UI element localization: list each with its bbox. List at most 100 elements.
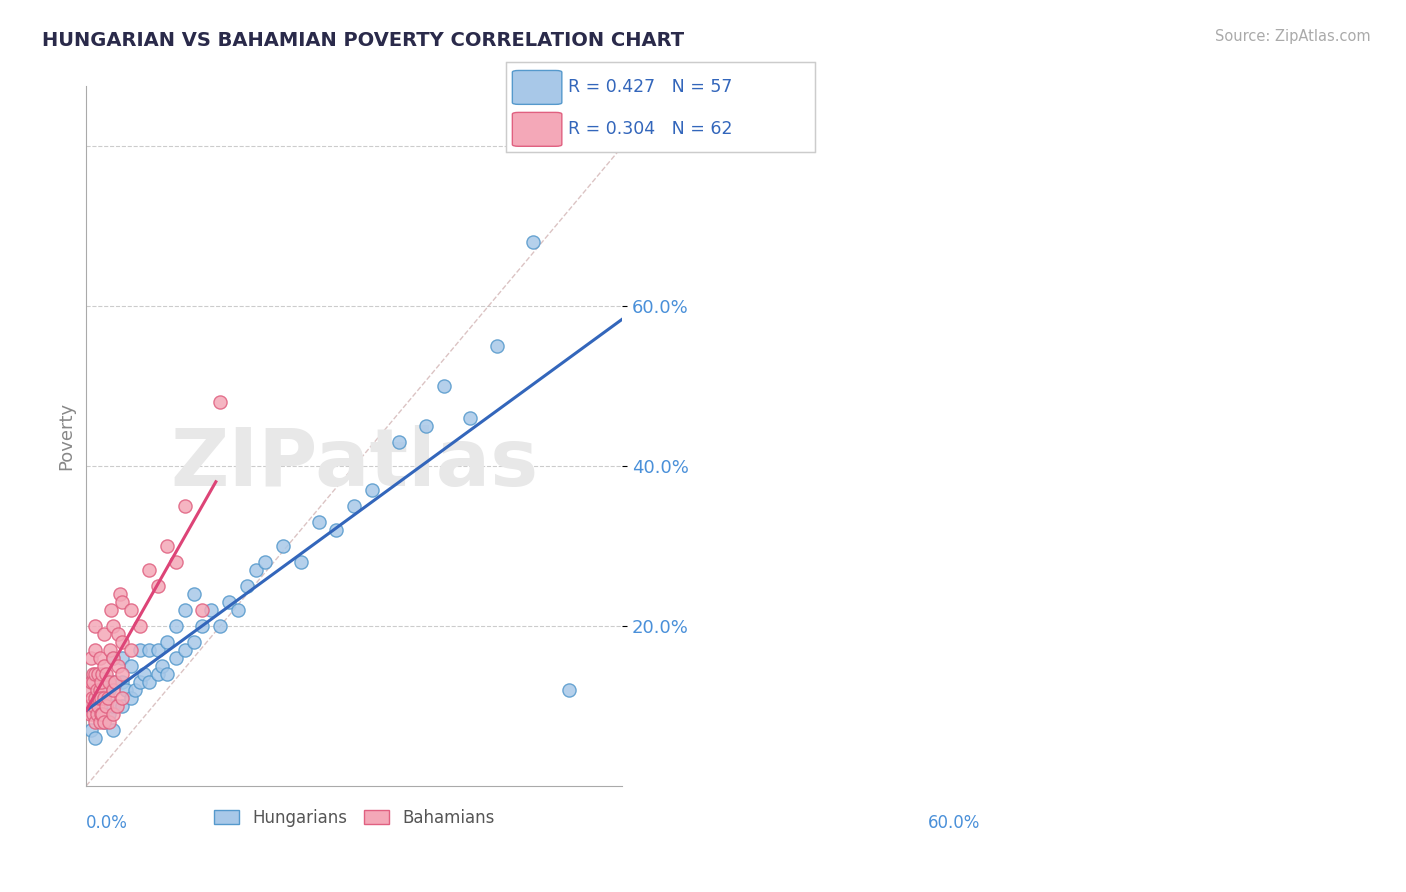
Point <box>94 666 117 681</box>
Point <box>271 539 294 553</box>
Point <box>91 706 114 721</box>
Point <box>236 579 259 593</box>
Y-axis label: Poverty: Poverty <box>58 402 75 470</box>
Point <box>93 659 115 673</box>
Point <box>146 579 169 593</box>
Point <box>80 674 103 689</box>
Point <box>200 603 222 617</box>
Point <box>90 674 112 689</box>
Legend: Hungarians, Bahamians: Hungarians, Bahamians <box>207 802 502 833</box>
Point <box>522 235 544 250</box>
Point <box>101 651 124 665</box>
Point <box>101 682 124 697</box>
Point <box>191 603 214 617</box>
Point <box>111 651 134 665</box>
Point <box>173 499 195 513</box>
Point <box>93 627 115 641</box>
Point <box>80 723 103 737</box>
Point <box>146 666 169 681</box>
Text: Source: ZipAtlas.com: Source: ZipAtlas.com <box>1215 29 1371 44</box>
Point <box>84 666 107 681</box>
Point <box>165 555 187 569</box>
Point <box>91 666 114 681</box>
Point <box>89 706 111 721</box>
Point <box>101 706 124 721</box>
Point <box>84 619 107 633</box>
Point <box>77 698 100 713</box>
Point <box>93 674 115 689</box>
Point <box>97 682 120 697</box>
Point <box>325 523 347 537</box>
Point <box>111 635 134 649</box>
Point <box>89 651 111 665</box>
Text: ZIPatlas: ZIPatlas <box>170 425 538 503</box>
Point <box>191 619 214 633</box>
Point <box>486 339 509 353</box>
Point <box>138 674 160 689</box>
Point <box>83 698 105 713</box>
Point <box>209 619 232 633</box>
Point <box>433 379 456 393</box>
Point <box>129 643 152 657</box>
Point <box>111 674 134 689</box>
Point <box>183 587 205 601</box>
Point <box>138 643 160 657</box>
Point <box>97 706 120 721</box>
Point <box>101 619 124 633</box>
Point <box>82 706 104 721</box>
Point <box>104 674 127 689</box>
Text: R = 0.304   N = 62: R = 0.304 N = 62 <box>568 120 733 138</box>
Point <box>138 563 160 577</box>
Point <box>146 643 169 657</box>
Point <box>156 666 179 681</box>
Point <box>87 690 110 705</box>
Point <box>150 659 173 673</box>
Point <box>107 659 129 673</box>
Point <box>290 555 312 569</box>
Point <box>226 603 249 617</box>
Point <box>120 603 142 617</box>
Point <box>129 674 152 689</box>
Point <box>87 666 110 681</box>
Point <box>101 698 124 713</box>
Point <box>89 714 111 729</box>
Point <box>90 690 112 705</box>
Point <box>93 690 115 705</box>
Point <box>558 682 581 697</box>
Point <box>165 651 187 665</box>
Point <box>105 698 128 713</box>
Point <box>82 666 104 681</box>
Point <box>361 483 384 497</box>
Point <box>115 682 138 697</box>
Point <box>86 706 108 721</box>
Point <box>101 674 124 689</box>
Point <box>120 690 142 705</box>
Point <box>308 515 330 529</box>
Point <box>101 651 124 665</box>
Point <box>343 499 366 513</box>
Point <box>415 419 437 434</box>
Point <box>80 690 103 705</box>
Point <box>460 411 482 425</box>
Point <box>107 627 129 641</box>
Point <box>84 643 107 657</box>
Point <box>111 666 134 681</box>
Point <box>86 682 108 697</box>
Point <box>173 603 195 617</box>
Point <box>98 643 121 657</box>
Point <box>124 682 146 697</box>
Point <box>97 714 120 729</box>
Point <box>82 674 104 689</box>
Point <box>110 587 132 601</box>
Point <box>388 435 411 450</box>
Point <box>77 682 100 697</box>
Text: 0.0%: 0.0% <box>86 814 128 831</box>
Point <box>156 635 179 649</box>
Point <box>253 555 276 569</box>
Point <box>84 731 107 745</box>
Point <box>84 690 107 705</box>
FancyBboxPatch shape <box>512 70 562 104</box>
Point <box>101 723 124 737</box>
Point <box>165 619 187 633</box>
Point <box>218 595 240 609</box>
